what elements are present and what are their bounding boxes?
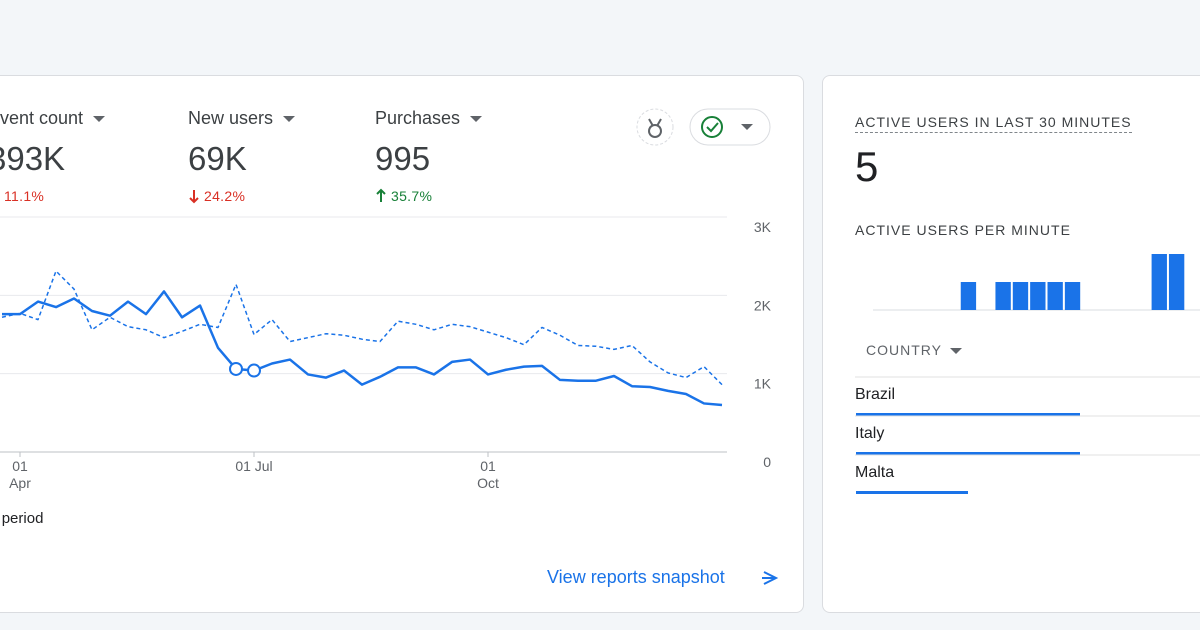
- minute-bar: [960, 282, 977, 310]
- insights-button[interactable]: [689, 108, 771, 146]
- metric-change: 11.1%: [4, 188, 45, 204]
- minute-bar: [995, 282, 1011, 310]
- change-arrow: [189, 190, 199, 204]
- metric-label-text: Purchases: [375, 108, 461, 128]
- country-name[interactable]: Malta: [855, 464, 895, 481]
- realtime-card: [822, 75, 1200, 613]
- metric-label[interactable]: Purchases: [375, 108, 483, 129]
- x-tick-label: 01 Apr: [9, 458, 31, 491]
- y-tick-label: 1K: [754, 376, 772, 392]
- bar-chart-title: ACTIVE USERS PER MINUTE: [855, 222, 1071, 238]
- y-tick-label: 3K: [754, 219, 772, 235]
- minute-bar: [1047, 282, 1063, 310]
- metric-caret: [470, 116, 483, 123]
- country-bar: [856, 491, 968, 494]
- country-name[interactable]: Italy: [855, 425, 885, 442]
- country-name[interactable]: Brazil: [855, 386, 896, 403]
- metric-value: 69K: [188, 140, 247, 177]
- metric-label-text: Event count: [0, 108, 84, 128]
- country-bar: [856, 413, 1080, 416]
- minute-bar: [1151, 254, 1167, 310]
- realtime-title: ACTIVE USERS IN LAST 30 MINUTES: [855, 114, 1132, 133]
- series-line: [2, 290, 723, 407]
- minute-bar: [1012, 282, 1029, 310]
- legend-label: Preceding period: [0, 510, 44, 527]
- minute-bar: [1168, 254, 1185, 310]
- realtime-value: 5: [855, 143, 879, 190]
- y-tick-label: 0: [763, 454, 771, 470]
- metric-value: 995: [375, 140, 431, 177]
- anomaly-marker: [247, 363, 261, 378]
- check-mark[interactable]: [706, 122, 719, 133]
- metric-label-text: New users: [188, 108, 274, 128]
- metric-value: 393K: [0, 140, 66, 177]
- badge-icon[interactable]: [648, 124, 662, 138]
- minute-bar: [1030, 282, 1046, 310]
- dropdown-caret[interactable]: [741, 124, 753, 130]
- country-header-text[interactable]: COUNTRY: [866, 342, 942, 358]
- overview-card: [0, 75, 804, 613]
- country-caret[interactable]: [949, 348, 962, 355]
- country-bar: [856, 452, 1080, 455]
- x-tick-label: 01 Jul: [235, 458, 273, 474]
- badge-icon-ring[interactable]: [636, 108, 674, 146]
- y-tick-label: 2K: [754, 297, 772, 313]
- comparison-line: [1, 270, 723, 386]
- minute-bar: [1064, 282, 1081, 310]
- view-reports-link[interactable]: View reports snapshot: [547, 567, 725, 587]
- compare-button[interactable]: [636, 108, 674, 146]
- anomaly-marker: [229, 361, 243, 376]
- metric-label[interactable]: Event count: [0, 108, 106, 129]
- metric-caret: [93, 116, 106, 123]
- badge-icon-ribbon[interactable]: [648, 118, 662, 127]
- metric-change: 35.7%: [391, 188, 433, 204]
- change-arrow: [376, 188, 386, 202]
- metric-label[interactable]: New users: [188, 108, 296, 129]
- check-icon[interactable]: [701, 116, 723, 138]
- metric-caret: [283, 116, 296, 123]
- x-tick-label: 01 Oct: [477, 458, 499, 491]
- country-header[interactable]: COUNTRY: [866, 342, 962, 358]
- metric-change: 24.2%: [204, 188, 246, 204]
- link-arrow[interactable]: [762, 571, 779, 585]
